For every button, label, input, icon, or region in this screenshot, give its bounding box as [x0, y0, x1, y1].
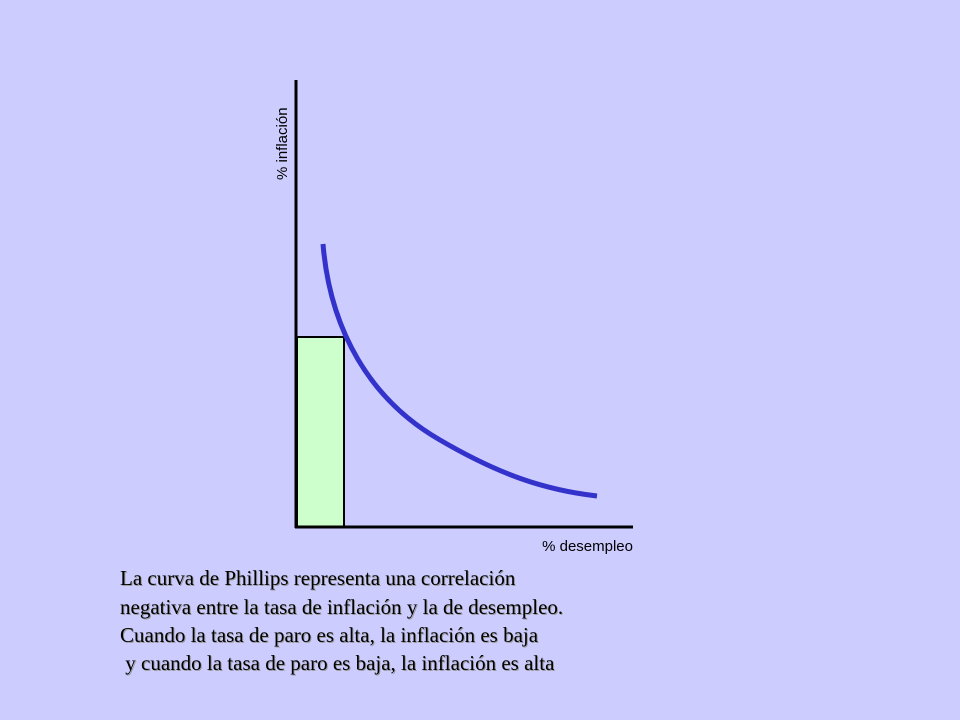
phillips-curve: [320, 243, 598, 499]
caption-line-2: negativa entre la tasa de inflación y la…: [120, 595, 564, 619]
caption-line-3: Cuando la tasa de paro es alta, la infla…: [120, 623, 539, 647]
y-axis-label: % inflación: [274, 107, 291, 180]
caption-line-1: La curva de Phillips representa una corr…: [120, 566, 516, 590]
x-axis-label: % desempleo: [542, 538, 633, 555]
caption-line-4: y cuando la tasa de paro es baja, la inf…: [120, 651, 555, 675]
highlight-rectangle: [296, 336, 345, 528]
